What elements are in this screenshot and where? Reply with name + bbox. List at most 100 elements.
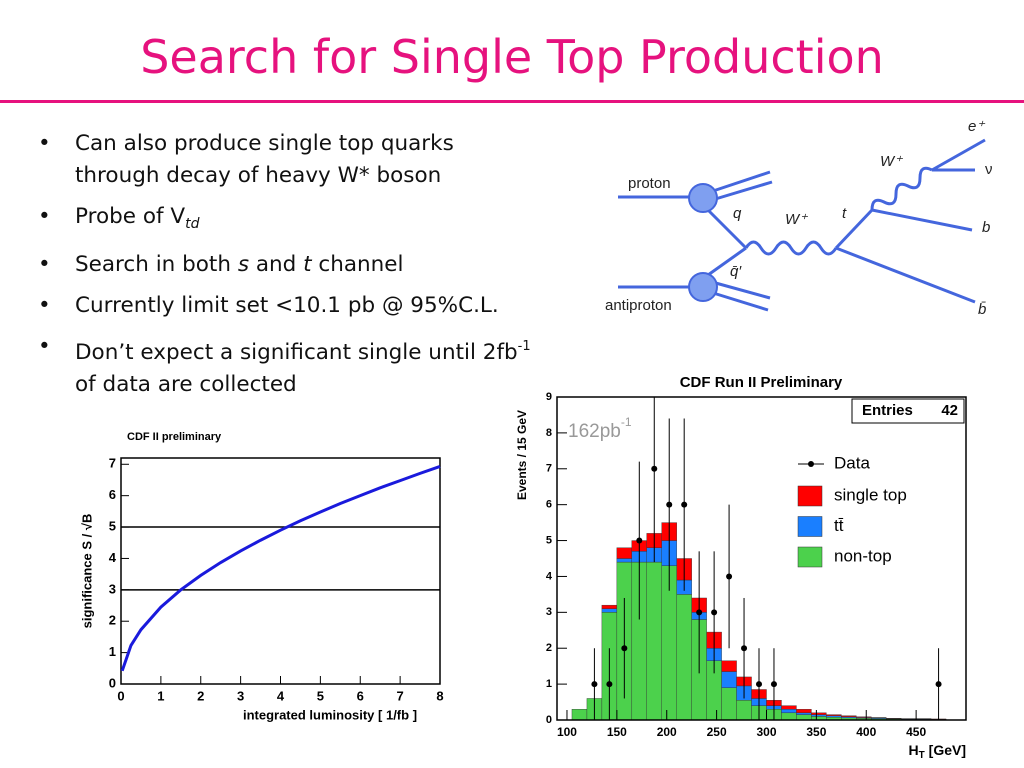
w-propagator [744,240,838,256]
x-tick-label: 300 [756,725,776,739]
top-line [834,208,874,250]
data-point [606,681,613,688]
w-decay [870,166,933,211]
data-point [726,573,733,580]
bar-segment [826,714,842,716]
label: W⁺ [785,211,808,228]
data-point [621,645,628,652]
entries-label: Entries [862,402,913,419]
x-tick-label: 4 [277,688,285,703]
data-point [591,681,598,688]
label: q [733,205,742,222]
data-point [696,609,703,616]
bullet: Search in both s and t channel [38,249,538,281]
legend-label: tt̄ [834,516,844,535]
bullet: Can also produce single top quarks throu… [38,128,538,192]
label: e⁺ [968,118,985,135]
bullet: Probe of Vtd [38,201,538,240]
x-tick-label: 150 [607,725,627,739]
y-tick-label: 7 [546,463,552,475]
y-axis-label: significance S / √B [79,514,94,629]
annotation: 162pb-1 [568,415,632,442]
legend-label: single top [834,485,907,504]
label: antiproton [605,297,672,314]
feynman-diagram: proton antiproton q q̄′ W⁺ t W⁺ e⁺ ν b b… [605,118,993,318]
bullet-text: Probe of V [75,204,186,229]
y-tick-label: 2 [546,642,552,654]
plot-frame [556,396,967,721]
bullet-text: td [185,216,200,232]
y-tick-label: 3 [546,606,552,618]
label: t [842,205,847,222]
bullet-list: Can also produce single top quarks throu… [38,128,538,410]
y-tick-label: 4 [109,550,117,565]
data-point [666,501,673,508]
bullet-text: t [303,252,312,277]
bullet-text: and [249,252,304,277]
bar-segment [676,594,692,720]
antiproton-blob [688,272,718,302]
annotation-main: 162pb [568,421,621,442]
remnant [711,180,773,202]
label: proton [628,175,671,192]
bar-segment [811,714,827,717]
legend-swatch [797,546,823,568]
bar-segment [601,604,618,609]
bullet: Currently limit set <10.1 pb @ 95%C.L. [38,290,538,322]
x-axis-label: integrated luminosity [ 1/fb ] [243,707,417,722]
histogram-chart: CDF Run II Preliminary Events / 15 GeV HT … [515,374,967,761]
bar-segment [781,712,797,720]
label: W⁺ [880,153,903,170]
x-tick-label: 3 [237,688,244,703]
bar-segment [811,712,827,715]
title-rule [0,100,1024,103]
x-axis-label: HT [GeV] [909,742,966,761]
bar-segment [721,660,737,672]
bar-segment [796,709,812,714]
x-tick-label: 200 [657,725,677,739]
x-tick-label: 450 [906,725,926,739]
curve [120,465,441,672]
legend-swatch [797,485,823,507]
y-tick-label: 0 [546,714,552,726]
data-point [770,681,777,688]
y-tick-label: 1 [109,644,116,659]
bar-segment [781,709,797,714]
x-tick-label: 7 [397,688,404,703]
proton-blob [688,183,718,213]
quark-line [706,208,748,250]
data-point [741,645,748,652]
remnant [711,280,771,300]
x-tick-label: 350 [806,725,826,739]
b-line [871,208,973,232]
y-tick-label: 2 [109,613,116,628]
bullet-text: s [237,252,250,277]
bullet-text: Don’t expect a significant single until … [75,340,518,365]
label: q̄′ [730,263,742,280]
bar-segment [646,561,662,720]
y-tick-label: 5 [546,534,552,546]
legend-swatch [797,516,823,537]
x-tick-label: 8 [436,688,443,703]
x-tick-label: 250 [707,725,727,739]
entries-value: 42 [941,402,958,419]
data-point [935,681,942,688]
data-point [636,537,643,544]
x-label-main: H [909,742,919,758]
bar-segment [826,715,842,718]
chart-title: CDF II preliminary [127,431,222,443]
y-tick-label: 6 [109,487,116,502]
bar-segment [571,709,588,720]
y-axis-label: Events / 15 GeV [515,410,529,500]
bar-segment [841,715,857,717]
y-tick-label: 3 [109,581,116,596]
data-point [711,609,718,616]
y-tick-label: 8 [546,427,552,439]
annotation-sup: -1 [621,415,632,429]
y-tick-label: 1 [546,678,552,690]
x-label-rest: [GeV] [925,742,966,758]
x-tick-label: 0 [117,688,124,703]
bar-segment [721,671,737,688]
